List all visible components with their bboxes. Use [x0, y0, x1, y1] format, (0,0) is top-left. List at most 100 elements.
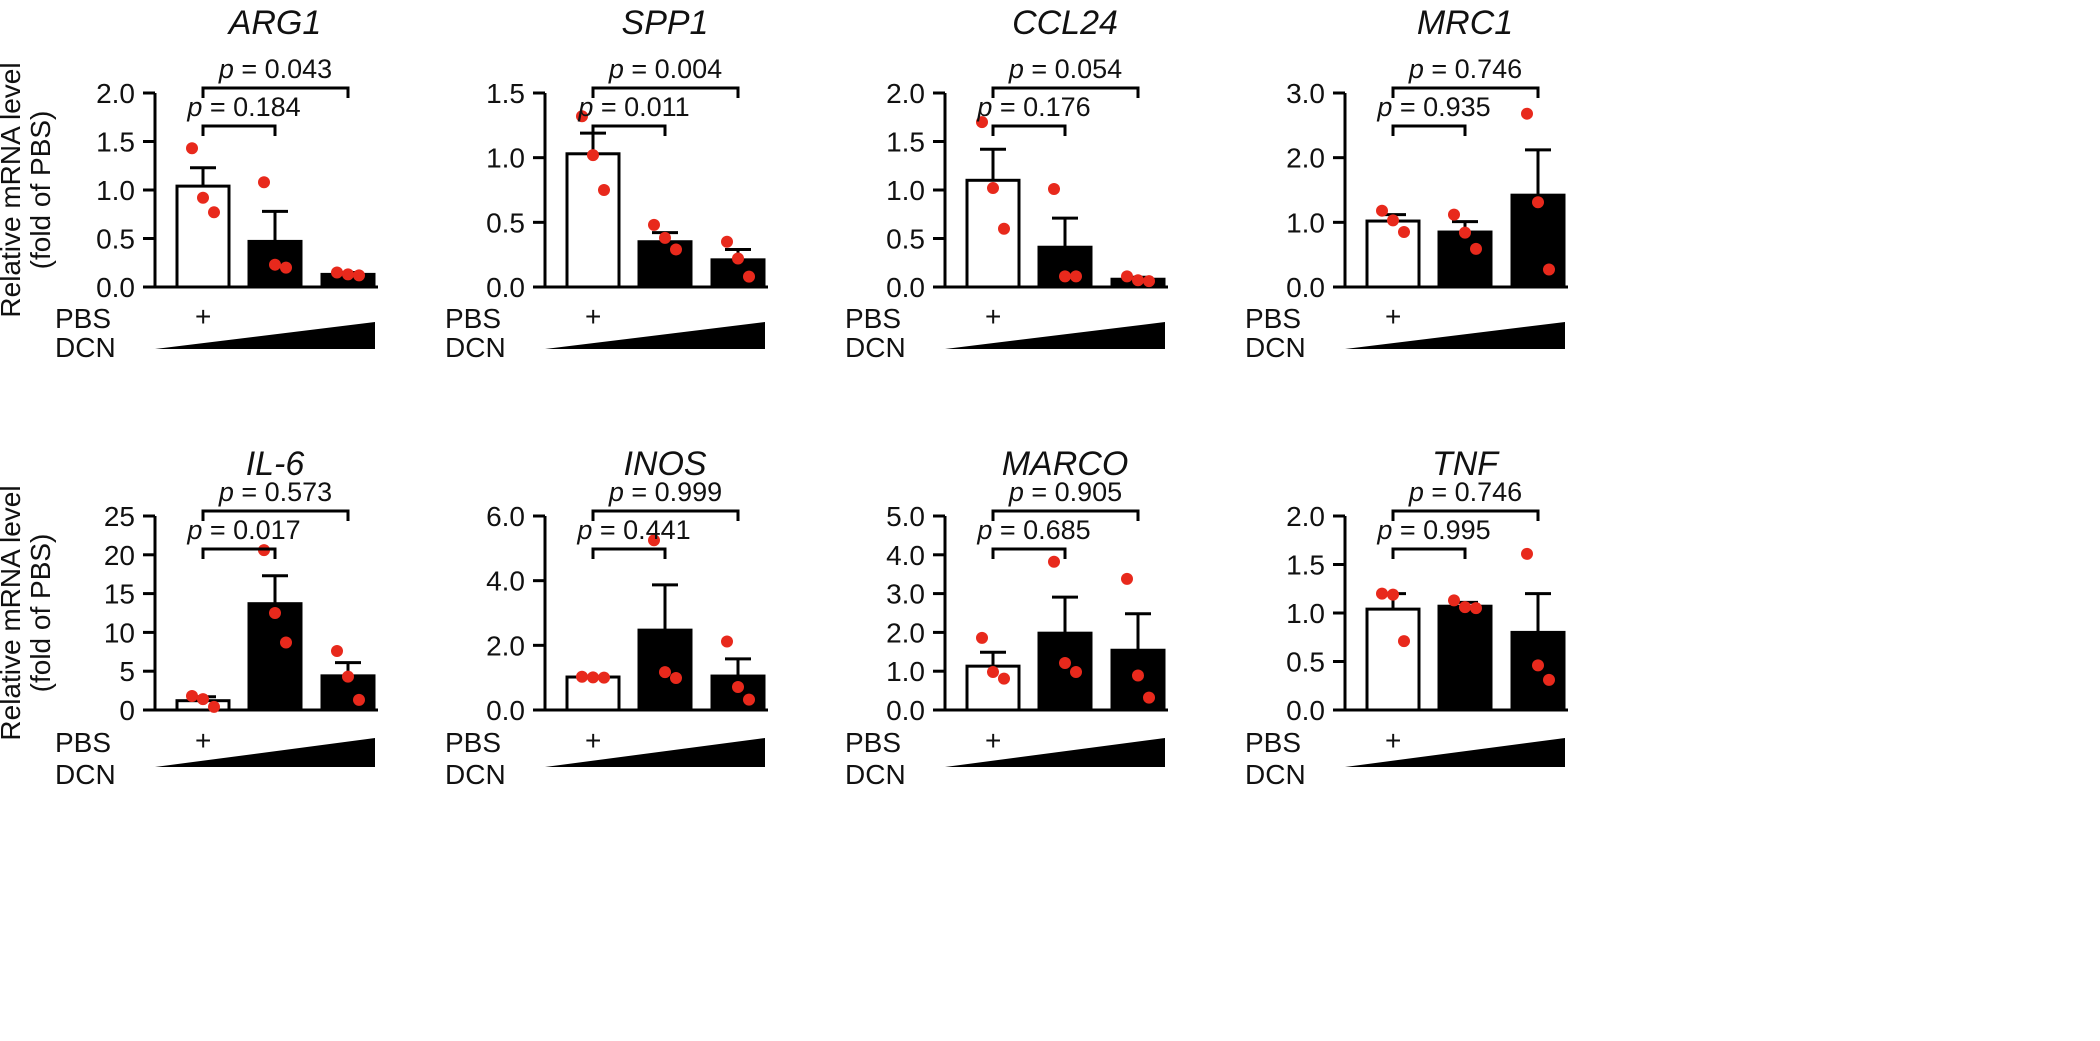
p-value-label: p = 0.995: [1376, 515, 1490, 545]
p-value-label: p = 0.999: [608, 477, 722, 507]
significance-bracket: [991, 509, 1140, 521]
data-point: [1387, 214, 1399, 227]
y-axis-label-sub: (fold of PBS): [25, 534, 56, 693]
data-point: [280, 636, 292, 649]
bar: [1510, 193, 1566, 289]
p-value: = 0.995: [1392, 515, 1490, 545]
pbs-label: PBS: [1245, 303, 1301, 334]
chart-title: CCL24: [1012, 4, 1118, 42]
p-value: = 0.935: [1392, 92, 1490, 122]
data-point: [197, 191, 209, 204]
data-point: [587, 671, 599, 684]
significance-bracket: [201, 86, 350, 98]
data-point: [1121, 270, 1133, 283]
p-value-label: p = 0.184: [186, 92, 300, 122]
data-point: [1459, 226, 1471, 239]
data-point: [1121, 572, 1133, 585]
y-tick-label: 1.0: [886, 175, 925, 206]
p-symbol: p: [1408, 477, 1424, 507]
significance-bracket: [201, 547, 277, 559]
data-point: [659, 231, 671, 244]
y-axis-label: Relative mRNA level: [0, 62, 26, 317]
y-tick-label: 6.0: [486, 501, 525, 532]
y-axis-label-group: Relative mRNA level(fold of PBS): [0, 62, 56, 317]
significance-bracket: [201, 509, 350, 521]
data-point: [208, 206, 220, 219]
data-point: [1376, 204, 1388, 217]
data-point: [342, 670, 354, 683]
y-tick-label: 2.0: [486, 630, 525, 661]
data-point: [1543, 673, 1555, 686]
data-point: [743, 693, 755, 706]
data-point: [1521, 107, 1533, 120]
data-point: [670, 671, 682, 684]
p-value-label: p = 0.017: [186, 515, 300, 545]
bar: [1437, 230, 1493, 289]
p-value-label: p = 0.746: [1408, 477, 1522, 507]
p-value: = 0.184: [202, 92, 300, 122]
dcn-dose-ramp: [155, 738, 375, 767]
p-symbol: p: [218, 477, 234, 507]
chart-title: MARCO: [1002, 445, 1129, 483]
p-symbol: p: [577, 92, 593, 122]
dcn-label: DCN: [845, 759, 906, 790]
dcn-label: DCN: [845, 332, 906, 363]
y-tick-label: 0: [119, 695, 135, 726]
data-point: [648, 218, 660, 231]
y-tick-label: 15: [104, 579, 135, 610]
pbs-label: PBS: [55, 303, 111, 334]
data-point: [258, 176, 270, 189]
data-point: [1470, 242, 1482, 255]
data-point: [208, 700, 220, 713]
p-value: = 0.573: [234, 477, 332, 507]
y-axis-label-group: Relative mRNA level(fold of PBS): [0, 485, 56, 740]
y-axis-label-sub: (fold of PBS): [25, 111, 56, 270]
y-tick-label: 0.0: [486, 695, 525, 726]
pbs-plus-marker: +: [585, 301, 601, 332]
significance-bracket: [1391, 86, 1540, 98]
p-symbol: p: [1008, 477, 1024, 507]
chart-title: MRC1: [1417, 4, 1513, 42]
data-point: [1070, 665, 1082, 678]
y-tick-label: 1.0: [1286, 207, 1325, 238]
pbs-plus-marker: +: [1385, 725, 1401, 756]
data-point: [269, 258, 281, 271]
data-point: [987, 182, 999, 195]
y-tick-label: 2.0: [96, 78, 135, 109]
p-value: = 0.441: [592, 515, 690, 545]
y-tick-label: 1.0: [886, 656, 925, 687]
data-point: [732, 252, 744, 265]
y-tick-label: 2.0: [886, 617, 925, 648]
y-tick-label: 5.0: [886, 501, 925, 532]
y-tick-label: 25: [104, 501, 135, 532]
bar: [1365, 219, 1421, 289]
p-symbol: p: [1008, 54, 1024, 84]
data-point: [186, 142, 198, 155]
pbs-label: PBS: [845, 727, 901, 758]
data-point: [1470, 602, 1482, 615]
dcn-dose-ramp: [545, 322, 765, 349]
y-tick-label: 4.0: [886, 540, 925, 571]
p-value: = 0.746: [1424, 477, 1522, 507]
y-tick-label: 0.5: [96, 224, 135, 255]
y-tick-label: 0.0: [486, 272, 525, 303]
p-value-label: p = 0.054: [1008, 54, 1122, 84]
p-symbol: p: [976, 92, 992, 122]
data-point: [1143, 691, 1155, 704]
data-point: [648, 534, 660, 547]
p-value: = 0.746: [1424, 54, 1522, 84]
p-value-label: p = 0.746: [1408, 54, 1522, 84]
chart-title: ARG1: [227, 4, 322, 42]
y-tick-label: 0.0: [96, 272, 135, 303]
significance-bracket: [201, 124, 277, 136]
p-value: = 0.999: [624, 477, 722, 507]
significance-bracket: [991, 124, 1067, 136]
data-point: [1070, 270, 1082, 283]
pbs-plus-marker: +: [1385, 301, 1401, 332]
bar: [1037, 631, 1093, 712]
